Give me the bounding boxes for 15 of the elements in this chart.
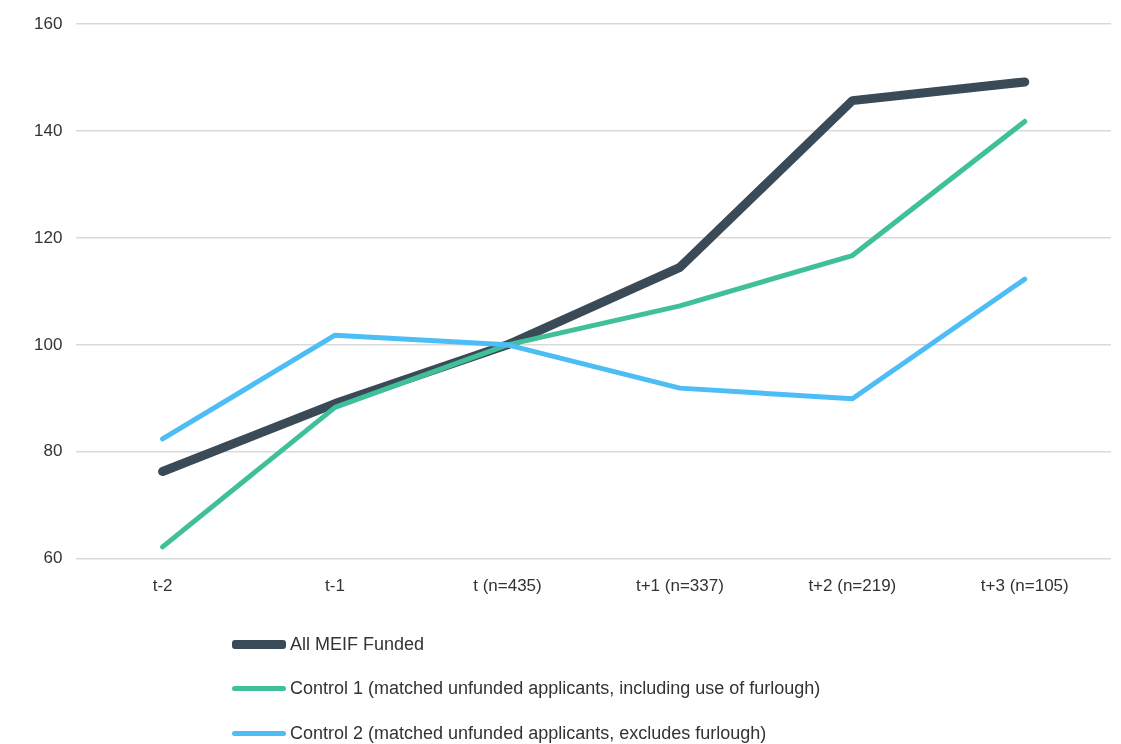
x-tick-label: t+2 (n=219) bbox=[808, 576, 897, 596]
y-tick-label: 120 bbox=[33, 227, 63, 247]
legend-label: Control 1 (matched unfunded applicants, including use of furlough) bbox=[290, 678, 821, 700]
y-tick-label: 140 bbox=[33, 120, 63, 140]
x-tick-label: t (n=435) bbox=[473, 576, 542, 596]
legend-label: Control 2 (matched unfunded applicants, excludes furlough) bbox=[290, 722, 767, 744]
x-tick-label: t-1 bbox=[325, 576, 345, 596]
x-tick-label: t+1 (n=337) bbox=[635, 576, 724, 596]
y-tick-label: 160 bbox=[33, 13, 63, 33]
y-tick-label: 100 bbox=[33, 334, 63, 354]
y-tick-label: 60 bbox=[43, 548, 63, 568]
x-tick-label: t+3 (n=105) bbox=[980, 576, 1069, 596]
legend-label: All MEIF Funded bbox=[290, 633, 425, 655]
y-tick-label: 80 bbox=[43, 441, 63, 461]
x-tick-label: t-2 bbox=[152, 576, 173, 596]
